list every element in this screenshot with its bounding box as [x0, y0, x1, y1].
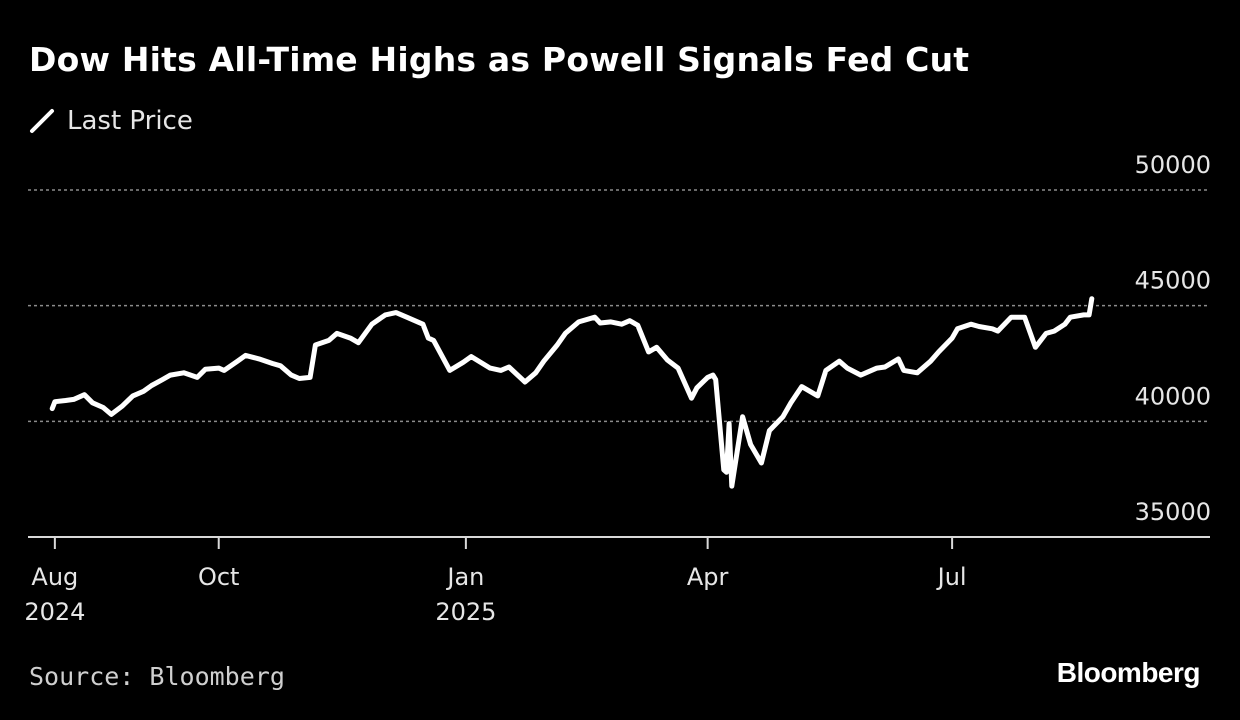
series-line-last-price: [49, 296, 1095, 489]
legend-line-icon: [30, 109, 54, 133]
x-axis-labels: Aug 2024 Oct Jan 2025 Apr Jul: [24, 563, 966, 626]
y-tick-label: 35000: [1135, 498, 1211, 526]
gridlines: [28, 189, 1210, 423]
x-tick-label: Aug: [31, 563, 78, 591]
source-note: Source: Bloomberg: [29, 662, 285, 691]
y-tick-label: 45000: [1135, 267, 1211, 295]
legend-label: Last Price: [67, 106, 193, 136]
x-tick-label: Oct: [198, 563, 240, 591]
y-axis-labels: 35000 40000 45000 50000: [1135, 151, 1211, 526]
x-tick-label: Apr: [687, 563, 729, 591]
series-layer: [49, 296, 1095, 489]
x-tick-label: Jul: [936, 563, 967, 591]
x-axis: [28, 536, 1210, 549]
y-tick-label: 50000: [1135, 151, 1211, 179]
x-tick-label: Jan: [445, 563, 484, 591]
chart-title: Dow Hits All-Time Highs as Powell Signal…: [29, 40, 970, 79]
bloomberg-logo: Bloomberg: [1056, 657, 1201, 688]
y-tick-label: 40000: [1135, 382, 1211, 410]
x-tick-year-label: 2024: [24, 598, 85, 626]
x-tick-year-label: 2025: [435, 598, 496, 626]
legend: Last Price: [29, 106, 193, 136]
